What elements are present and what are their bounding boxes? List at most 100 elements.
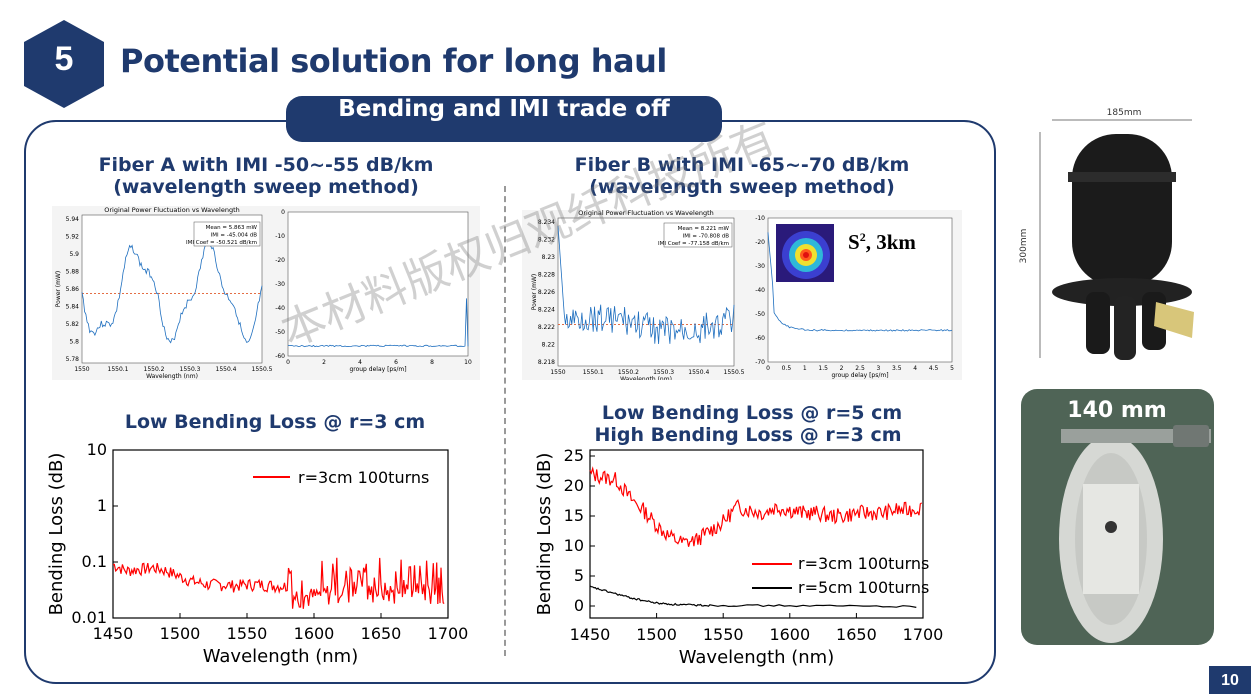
legend-label: r=3cm 100turns	[798, 554, 929, 573]
x-tick-label: 1700	[428, 624, 469, 643]
bending-chart-a: Low Bending Loss @ r=3 cm 1450 1500 1550 16…	[46, 411, 469, 667]
inset-left-xtick: 1550.2	[144, 366, 165, 373]
inset-right-xtick: 1	[803, 365, 807, 372]
inset-left-xtick: 1550	[74, 366, 89, 373]
inset-right-xtick: 0	[286, 359, 290, 366]
inset-left-xtick: 1550.4	[688, 369, 709, 376]
inset-right-xtick: 10	[464, 359, 472, 366]
inset-right-ytick: -40	[755, 287, 765, 294]
x-tick-label: 1450	[93, 624, 134, 643]
section-pill: Bending and IMI trade off	[286, 96, 722, 142]
inset-left-ytick: 8.226	[538, 289, 555, 296]
inset-legend-text: Mean = 5.863 mW	[206, 225, 258, 231]
x-tick-label: 1500	[636, 625, 677, 644]
y-tick-label: 1	[97, 496, 107, 515]
inset-left-ytick: 8.228	[538, 272, 555, 279]
fiber-a-method: (wavelength sweep method)	[113, 176, 419, 198]
inset-right-frame	[287, 211, 469, 357]
page-title: Potential solution for long haul	[120, 42, 667, 80]
fiber-a-heading: Fiber A with IMI -50~-55 dB/km (waveleng…	[80, 154, 452, 198]
x-tick-label: 1550	[227, 624, 268, 643]
inset-left-xtick: 1550.4	[216, 366, 237, 373]
x-tick-label: 1650	[836, 625, 877, 644]
x-tick-label: 1450	[570, 625, 611, 644]
inset-right-xtick: 4	[913, 365, 917, 372]
x-axis-label: Wavelength (nm)	[203, 646, 359, 667]
inset-right-ytick: -40	[275, 305, 285, 312]
inset-left-ytick: 5.78	[66, 356, 80, 363]
inset-left-ylabel: Power (mW)	[531, 274, 538, 311]
y-tick-label: 5	[574, 566, 584, 585]
inset-legend-text: IMI = -45.004 dB	[211, 233, 258, 239]
page-number: 10	[1209, 666, 1251, 694]
inset-left-ytick: 8.232	[538, 237, 555, 244]
inset-left-ytick: 5.82	[66, 321, 80, 328]
y-tick-label: 10	[564, 536, 584, 555]
inset-right-xtick: 0	[766, 365, 770, 372]
section-hexagon	[24, 20, 104, 108]
inset-left-xlabel: Wavelength (nm)	[620, 376, 672, 380]
inset-right-xtick: 0.5	[782, 365, 792, 372]
y-axis-label: Bending Loss (dB)	[534, 453, 555, 616]
y-tick-label: 15	[564, 506, 584, 525]
inset-label-s: S	[848, 230, 860, 254]
inset-right-ytick: -50	[755, 311, 765, 318]
inset-left-xtick: 1550.2	[618, 369, 639, 376]
x-tick-label: 1650	[361, 624, 402, 643]
inset-left-xlabel: Wavelength (nm)	[146, 373, 198, 380]
inset-left-xtick: 1550.1	[583, 369, 604, 376]
inset-legend-text: IMI Coef = -50.521 dB/km	[186, 240, 257, 246]
inset-spectrum-line	[767, 232, 953, 332]
inset-left-xtick: 1550.1	[108, 366, 129, 373]
inset-left-ytick: 8.224	[538, 307, 555, 314]
series-line-r3cm	[112, 557, 445, 609]
inset-right-ytick: -50	[275, 329, 285, 336]
inset-left-ytick: 5.88	[66, 269, 80, 276]
chart-b-title-1: Low Bending Loss @ r=5 cm	[602, 402, 902, 424]
inset-left-ytick: 8.234	[538, 219, 555, 226]
x-tick-label: 1550	[703, 625, 744, 644]
inset-left-xtick: 1550.5	[724, 369, 745, 376]
chart-a-title: Low Bending Loss @ r=3 cm	[125, 411, 425, 433]
inset-left-title: Original Power Fluctuation vs Wavelength	[578, 210, 713, 217]
inset-left-ytick: 5.9	[69, 251, 79, 258]
inset-right-ytick: -60	[275, 353, 285, 360]
y-tick-label: 20	[564, 476, 584, 495]
inset-left-ytick: 8.218	[538, 359, 555, 366]
y-tick-label: 0.01	[71, 608, 107, 627]
plot-frame	[112, 449, 449, 619]
section-number: 5	[54, 40, 74, 78]
inset-right-ytick: -20	[755, 239, 765, 246]
inset-legend-text: IMI = -70.808 dB	[683, 234, 730, 240]
fiber-b-method: (wavelength sweep method)	[589, 176, 895, 198]
x-tick-label: 1500	[160, 624, 201, 643]
y-tick-label: 0.1	[82, 552, 107, 571]
inset-left-ytick: 5.8	[69, 339, 79, 346]
inset-legend-text: IMI Coef = -77.158 dB/km	[658, 241, 729, 247]
splice-tray-photo: 140 mm	[1021, 389, 1214, 645]
fiber-a-title: Fiber A with IMI -50~-55 dB/km	[98, 154, 434, 176]
inset-right-ytick: -60	[755, 335, 765, 342]
fiber-b-inset: Original Power Fluctuation vs Wavelength…	[522, 210, 962, 380]
inset-right-xtick: 1.5	[818, 365, 828, 372]
s2-heatmap-ring	[803, 252, 809, 258]
x-axis-label: Wavelength (nm)	[679, 647, 835, 668]
inset-left-ytick: 5.84	[66, 304, 80, 311]
inset-right-xtick: 2	[322, 359, 326, 366]
inset-right-ytick: -10	[755, 215, 765, 222]
x-tick-label: 1700	[903, 625, 944, 644]
inset-left-ytick: 5.92	[66, 234, 80, 241]
inset-legend-box	[663, 222, 733, 248]
fiber-b-title: Fiber B with IMI -65~-70 dB/km	[574, 154, 910, 176]
series-line-r3cm	[589, 466, 923, 547]
inset-right-xtick: 8	[430, 359, 434, 366]
inset-left-ylabel: Power (mW)	[55, 271, 62, 308]
legend-label: r=5cm 100turns	[798, 578, 929, 597]
inset-right-xtick: 5	[950, 365, 954, 372]
inset-left-ytick: 5.86	[66, 286, 80, 293]
bending-chart-b: Low Bending Loss @ r=5 cm High Bending L…	[534, 402, 944, 668]
inset-left-xtick: 1550.5	[252, 366, 273, 373]
fiber-a-inset: Original Power Fluctuation vs Wavelength…	[52, 206, 480, 380]
inset-left-xtick: 1550.3	[653, 369, 674, 376]
legend-label: r=3cm 100turns	[298, 468, 429, 487]
